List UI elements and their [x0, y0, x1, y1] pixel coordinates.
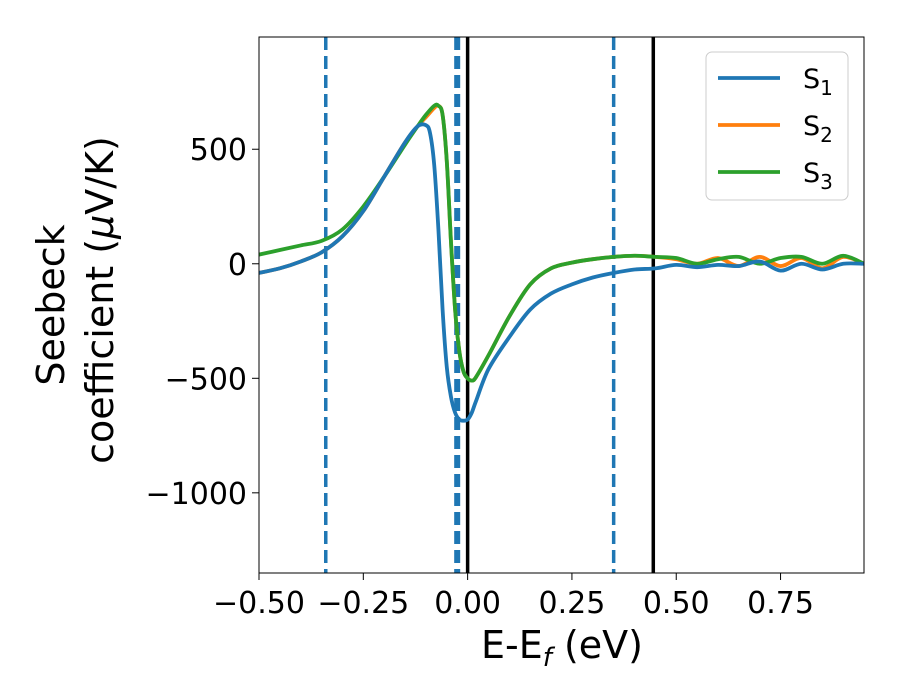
y-tick-label: −1000 [146, 477, 247, 512]
x-axis-label: E-Ef (eV) [481, 623, 643, 673]
y-tick-label: −500 [165, 362, 247, 397]
reference-lines [324, 37, 656, 573]
y-tick-label: 0 [228, 248, 247, 283]
series-lines [259, 102, 864, 423]
x-tick-label: 0.75 [747, 586, 814, 621]
y-axis-label-line1: Seebeck [29, 224, 73, 385]
x-tick-label: 0.00 [434, 586, 501, 621]
legend-label-s1: S1 [803, 64, 833, 100]
legend-label-s3: S3 [803, 158, 833, 194]
y-tick-label: 500 [190, 133, 247, 168]
y-axis-label-line2: coefficient (μV/K) [78, 136, 122, 464]
plot-frame [258, 36, 865, 574]
y-axis-ticks: 500 0 −500 −1000 [146, 133, 259, 512]
x-tick-label: −0.25 [317, 586, 409, 621]
x-tick-label: −0.50 [213, 586, 305, 621]
x-axis-ticks: −0.50 −0.25 0.00 0.25 0.50 0.75 [213, 573, 814, 621]
x-tick-label: 0.50 [643, 586, 710, 621]
legend: S1 S2 S3 [705, 51, 849, 201]
series-line-s1 [259, 122, 864, 423]
legend-label-s2: S2 [803, 111, 833, 147]
x-tick-label: 0.25 [539, 586, 606, 621]
